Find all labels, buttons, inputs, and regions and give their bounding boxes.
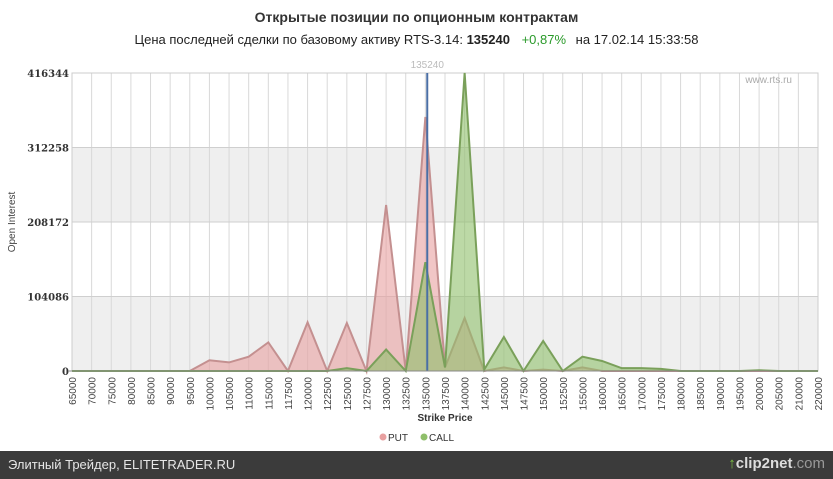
y-tick-label: 104086: [27, 293, 69, 304]
x-tick-label: 85000: [147, 377, 158, 405]
subtitle-prefix: Цена последней сделки по базовому активу…: [134, 32, 463, 47]
x-tick-label: 165000: [618, 377, 629, 411]
y-tick-label: 0: [62, 367, 69, 378]
legend-label-put: PUT: [388, 433, 408, 444]
legend-marker-call: [420, 433, 428, 441]
x-tick-label: 135000: [421, 377, 432, 411]
y-tick-label: 416344: [27, 69, 69, 80]
x-tick-label: 145000: [500, 377, 511, 411]
last-price: 135240: [466, 32, 510, 47]
x-tick-label: 190000: [716, 377, 727, 411]
x-tick-label: 132500: [402, 377, 413, 411]
y-tick-label: 312258: [27, 144, 69, 155]
x-tick-label: 205000: [775, 377, 786, 411]
x-tick-label: 90000: [166, 377, 177, 405]
x-tick-label: 140000: [461, 377, 472, 411]
x-tick-label: 117500: [284, 377, 295, 410]
x-tick-label: 160000: [598, 377, 609, 411]
x-tick-label: 200000: [755, 377, 766, 411]
x-axis-title: Strike Price: [417, 413, 472, 424]
x-tick-label: 100000: [205, 377, 216, 411]
x-tick-label: 195000: [735, 377, 746, 411]
price-change: +0,87%: [521, 32, 567, 47]
x-tick-label: 155000: [578, 377, 589, 411]
x-tick-label: 80000: [127, 377, 138, 405]
x-tick-label: 180000: [677, 377, 688, 411]
x-tick-label: 147500: [520, 377, 531, 411]
footer-bar: Элитный Трейдер, ELITETRADER.RU ↑clip2ne…: [0, 451, 833, 479]
logo-suffix: .com: [792, 455, 825, 472]
x-tick-label: 127500: [362, 377, 373, 411]
x-tick-label: 105000: [225, 377, 236, 411]
x-tick-label: 75000: [107, 377, 118, 405]
x-tick-label: 70000: [88, 377, 99, 405]
x-tick-label: 142500: [480, 377, 491, 411]
x-tick-label: 210000: [794, 377, 805, 411]
x-tick-label: 115000: [264, 377, 275, 410]
x-tick-label: 152500: [559, 377, 570, 411]
x-tick-label: 65000: [68, 377, 79, 405]
x-tick-label: 130000: [382, 377, 393, 411]
price-marker-label: 135240: [411, 60, 445, 71]
x-tick-label: 125000: [343, 377, 354, 411]
logo-text: clip2net: [735, 455, 793, 472]
chart-title: Открытые позиции по опционным контрактам: [254, 9, 579, 25]
x-tick-label: 170000: [637, 377, 648, 411]
x-tick-label: 150000: [539, 377, 550, 411]
x-tick-label: 185000: [696, 377, 707, 411]
legend-marker-put: [379, 433, 387, 441]
watermark: www.rts.ru: [744, 75, 792, 86]
footer-source: Элитный Трейдер, ELITETRADER.RU: [8, 457, 236, 472]
legend-label-call: CALL: [429, 433, 454, 444]
x-tick-label: 120000: [304, 377, 315, 411]
x-tick-label: 220000: [814, 377, 825, 411]
x-tick-label: 137500: [441, 377, 452, 411]
y-axis-title: Open Interest: [7, 191, 18, 252]
timestamp: на 17.02.14 15:33:58: [575, 32, 699, 47]
x-tick-label: 122500: [323, 377, 334, 411]
x-tick-label: 175000: [657, 377, 668, 411]
y-tick-label: 208172: [27, 218, 69, 229]
chart-subtitle: Цена последней сделки по базовому активу…: [0, 32, 833, 47]
clip2net-logo[interactable]: ↑clip2net.com: [728, 455, 825, 472]
x-tick-label: 110000: [245, 377, 256, 410]
open-interest-chart: 0 104086 208172 312258 416344 www.rts.ru 13524…: [7, 60, 825, 444]
x-tick-label: 95000: [186, 377, 197, 405]
